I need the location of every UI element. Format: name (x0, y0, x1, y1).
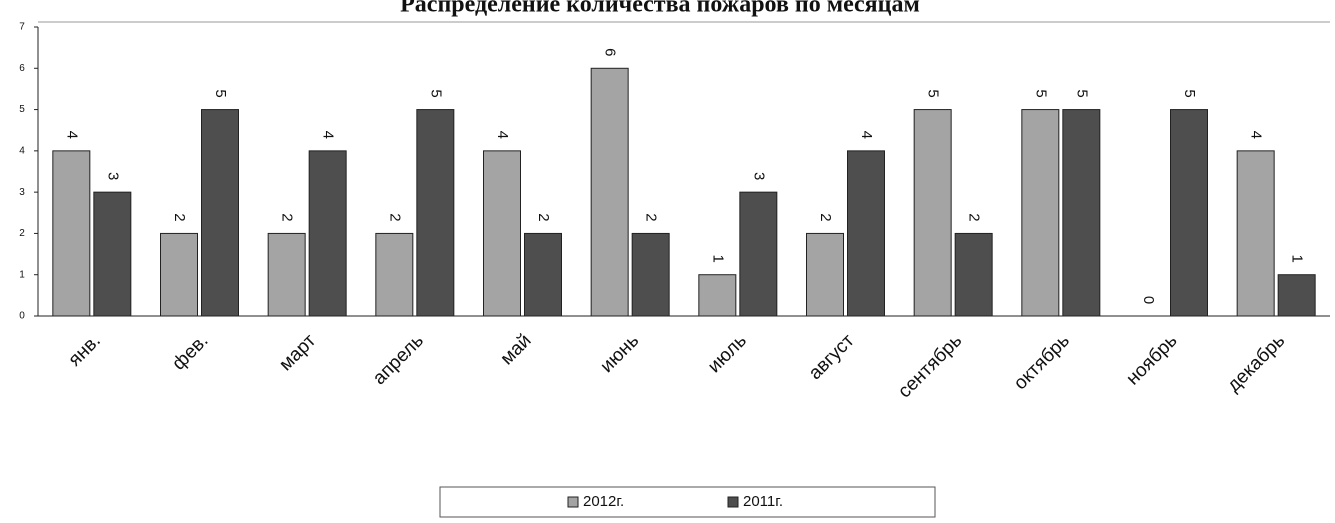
bar (267, 232, 306, 317)
x-tick-label: июль (704, 330, 751, 377)
x-tick-label: июнь (596, 330, 643, 377)
value-label: 2 (817, 213, 834, 221)
bar (806, 232, 844, 317)
x-tick-label: сентябрь (894, 330, 966, 402)
value-label: 3 (750, 172, 767, 180)
value-label: 0 (1140, 296, 1157, 304)
y-tick-label: 6 (19, 63, 25, 74)
bar (160, 232, 198, 317)
y-tick-label: 1 (19, 269, 25, 280)
x-tick-label: фев. (168, 330, 212, 374)
value-label: 5 (427, 89, 444, 97)
legend-label: 2012г. (583, 493, 624, 510)
chart-title: Распределение количества пожаров по меся… (400, 0, 920, 18)
value-label: 2 (966, 213, 983, 221)
value-label: 2 (643, 213, 660, 221)
bar (631, 232, 670, 317)
bar (1062, 109, 1101, 317)
bar (524, 232, 562, 317)
value-label: 1 (709, 255, 726, 263)
value-label: 4 (320, 131, 337, 139)
legend-box (439, 486, 936, 518)
y-tick-label: 7 (19, 22, 25, 33)
bar (847, 150, 885, 317)
y-tick-label: 4 (19, 145, 25, 156)
y-tick-label: 3 (19, 187, 25, 198)
value-label: 2 (279, 213, 296, 221)
y-tick-label: 0 (19, 311, 25, 322)
value-label: 4 (858, 131, 875, 139)
value-label: 5 (1073, 89, 1090, 97)
y-tick-label: 5 (19, 104, 25, 115)
value-label: 2 (535, 213, 552, 221)
x-tick-label: апрель (369, 330, 428, 389)
value-label: 3 (104, 172, 121, 180)
legend-swatch (567, 496, 579, 508)
x-tick-label: ноябрь (1122, 330, 1181, 389)
value-label: 6 (602, 48, 619, 56)
bar (201, 109, 239, 317)
value-label: 4 (1248, 131, 1265, 139)
x-tick-label: янв. (64, 330, 104, 370)
bar (52, 150, 91, 317)
legend-swatch (727, 496, 739, 508)
value-label: 5 (212, 89, 229, 97)
bar (954, 232, 993, 317)
x-tick-label: май (497, 330, 536, 369)
bar (483, 150, 521, 317)
bar (590, 67, 629, 317)
bar (1170, 109, 1208, 317)
bar (1021, 109, 1060, 317)
bar (1277, 274, 1316, 317)
bar (375, 232, 414, 317)
bar (416, 109, 455, 317)
value-label: 2 (386, 213, 403, 221)
bar (913, 109, 952, 317)
value-label: 5 (1181, 89, 1198, 97)
legend-label: 2011г. (743, 493, 783, 510)
x-tick-label: октябрь (1010, 330, 1074, 394)
x-tick-label: март (275, 330, 320, 375)
value-label: 1 (1289, 255, 1306, 263)
bar (93, 191, 132, 317)
value-label: 2 (171, 213, 188, 221)
bar (308, 150, 347, 317)
bar (739, 191, 778, 317)
value-label: 4 (494, 131, 511, 139)
y-tick-label: 2 (19, 228, 25, 239)
value-label: 5 (925, 89, 942, 97)
value-label: 4 (63, 131, 80, 139)
bar (1236, 150, 1275, 317)
bar (698, 274, 737, 317)
value-label: 5 (1032, 89, 1049, 97)
x-tick-label: август (805, 330, 859, 384)
x-tick-label: декабрь (1223, 330, 1289, 396)
